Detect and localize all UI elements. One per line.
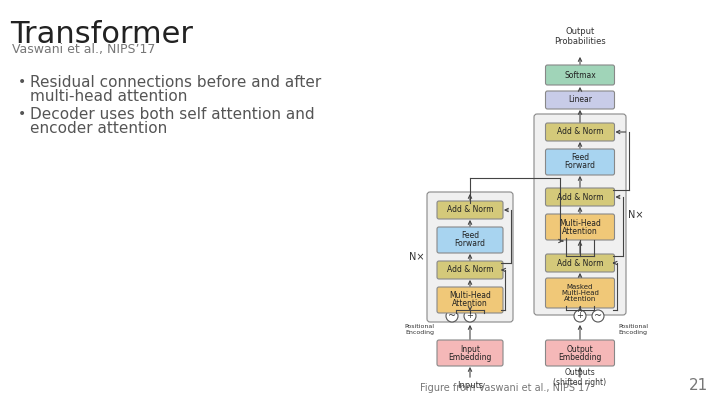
Circle shape	[464, 310, 476, 322]
Text: Transformer: Transformer	[10, 20, 193, 49]
FancyBboxPatch shape	[437, 201, 503, 219]
FancyBboxPatch shape	[546, 278, 614, 308]
Text: •: •	[18, 75, 26, 89]
Text: Add & Norm: Add & Norm	[446, 205, 493, 215]
Text: +: +	[467, 311, 474, 320]
FancyBboxPatch shape	[546, 123, 614, 141]
Text: Linear: Linear	[568, 96, 592, 104]
Text: Feed: Feed	[571, 153, 589, 162]
Text: N×: N×	[628, 209, 644, 220]
Text: Embedding: Embedding	[558, 352, 602, 362]
FancyBboxPatch shape	[546, 91, 614, 109]
Text: ~: ~	[448, 311, 456, 321]
Text: Add & Norm: Add & Norm	[557, 258, 603, 267]
Circle shape	[574, 310, 586, 322]
FancyBboxPatch shape	[546, 188, 614, 206]
Text: Attention: Attention	[562, 226, 598, 235]
FancyBboxPatch shape	[437, 227, 503, 253]
Text: N×: N×	[410, 252, 425, 262]
Text: 21: 21	[689, 378, 708, 393]
Text: Vaswani et al., NIPS’17: Vaswani et al., NIPS’17	[12, 43, 156, 56]
FancyBboxPatch shape	[437, 261, 503, 279]
Text: •: •	[18, 107, 26, 121]
Text: Decoder uses both self attention and: Decoder uses both self attention and	[30, 107, 315, 122]
Text: Feed: Feed	[461, 232, 479, 241]
Text: Softmax: Softmax	[564, 70, 596, 79]
Text: Attention: Attention	[452, 300, 488, 309]
FancyBboxPatch shape	[427, 192, 513, 322]
Text: Multi-Head: Multi-Head	[559, 219, 601, 228]
Circle shape	[446, 310, 458, 322]
Text: Add & Norm: Add & Norm	[557, 192, 603, 202]
Text: Add & Norm: Add & Norm	[446, 266, 493, 275]
FancyBboxPatch shape	[437, 287, 503, 313]
FancyBboxPatch shape	[546, 254, 614, 272]
Text: ~: ~	[594, 311, 602, 321]
Text: Add & Norm: Add & Norm	[557, 128, 603, 136]
Text: Input: Input	[460, 345, 480, 354]
Text: Figure from Vaswani et al., NIPS’17: Figure from Vaswani et al., NIPS’17	[420, 383, 590, 393]
Text: Embedding: Embedding	[449, 352, 492, 362]
Text: Positional
Encoding: Positional Encoding	[404, 324, 434, 335]
Text: Outputs
(shifted right): Outputs (shifted right)	[554, 368, 606, 387]
Text: Attention: Attention	[564, 296, 596, 302]
Text: +: +	[577, 311, 583, 320]
Text: Multi-Head: Multi-Head	[561, 290, 599, 296]
Text: Masked: Masked	[567, 284, 593, 290]
Text: Forward: Forward	[454, 239, 485, 249]
Text: Residual connections before and after: Residual connections before and after	[30, 75, 321, 90]
Text: encoder attention: encoder attention	[30, 121, 167, 136]
Text: Output
Probabilities: Output Probabilities	[554, 27, 606, 46]
FancyBboxPatch shape	[546, 149, 614, 175]
Text: Positional
Encoding: Positional Encoding	[618, 324, 648, 335]
FancyBboxPatch shape	[534, 114, 626, 315]
Text: Inputs: Inputs	[457, 381, 483, 390]
FancyBboxPatch shape	[546, 65, 614, 85]
FancyBboxPatch shape	[546, 340, 614, 366]
Text: multi-head attention: multi-head attention	[30, 89, 187, 104]
Text: Output: Output	[567, 345, 593, 354]
Circle shape	[592, 310, 604, 322]
Text: Multi-Head: Multi-Head	[449, 292, 491, 301]
FancyBboxPatch shape	[437, 340, 503, 366]
Text: Forward: Forward	[564, 162, 595, 171]
FancyBboxPatch shape	[546, 214, 614, 240]
